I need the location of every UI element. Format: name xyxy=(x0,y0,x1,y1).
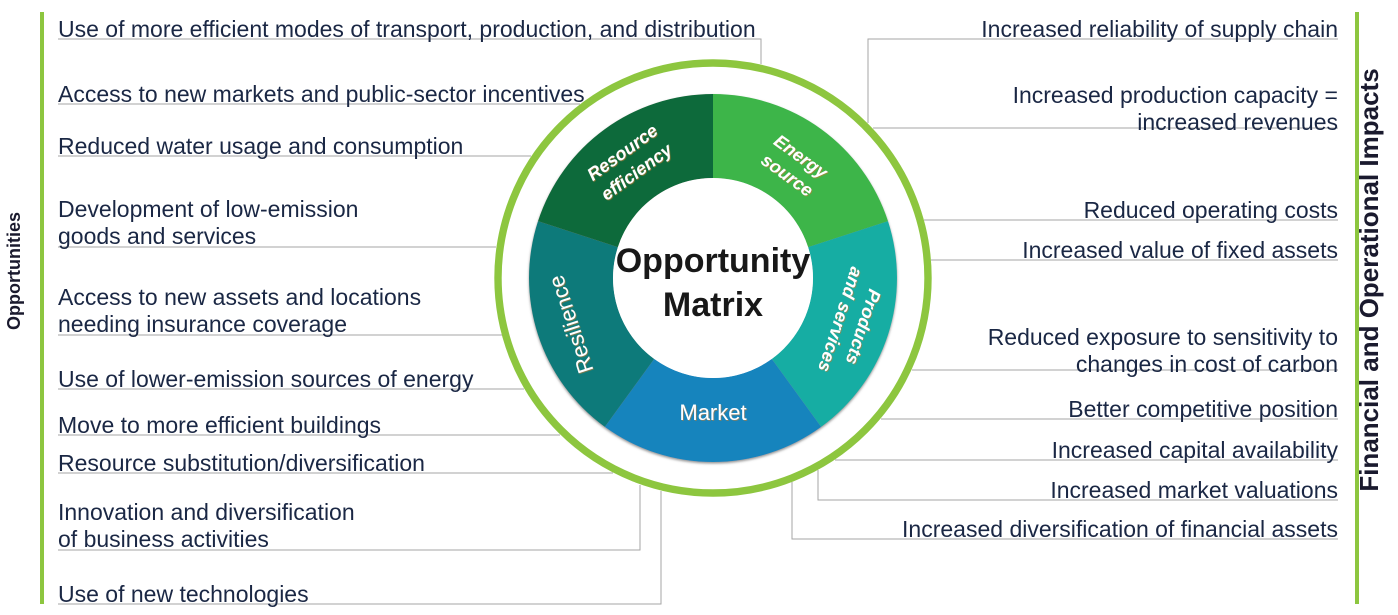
svg-text:Opportunity: Opportunity xyxy=(616,242,811,280)
svg-text:Opportunities: Opportunities xyxy=(4,212,24,330)
svg-text:Financial and Operational Impa: Financial and Operational Impacts xyxy=(1354,68,1384,491)
svg-text:Matrix: Matrix xyxy=(663,286,763,324)
svg-text:Market: Market xyxy=(679,400,746,425)
